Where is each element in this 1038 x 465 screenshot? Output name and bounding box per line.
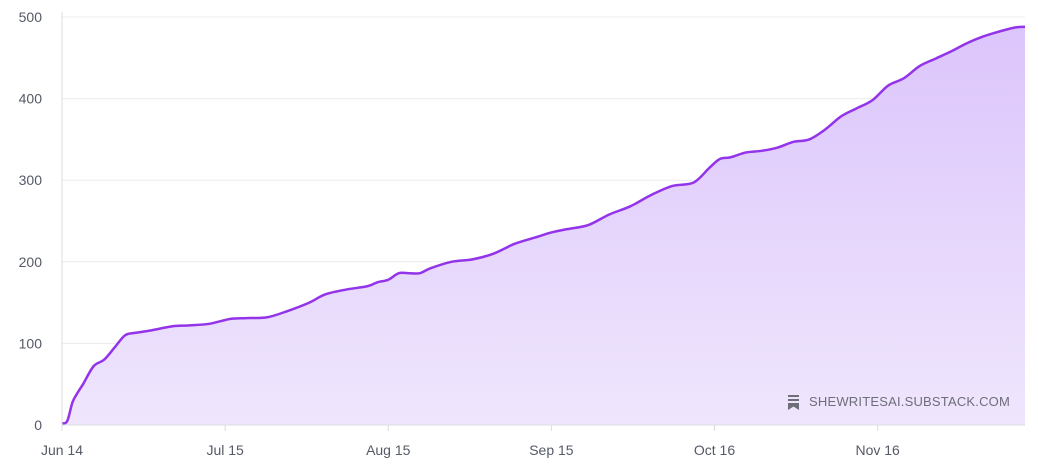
y-tick-label: 500 xyxy=(19,9,43,25)
series-area-fill xyxy=(62,26,1025,425)
y-tick-label: 400 xyxy=(19,91,43,107)
x-tick-label: Oct 16 xyxy=(694,442,735,458)
x-tick-label: Sep 15 xyxy=(529,442,574,458)
x-tick-label: Aug 15 xyxy=(366,442,411,458)
x-tick-label: Nov 16 xyxy=(855,442,900,458)
y-tick-label: 300 xyxy=(19,172,43,188)
series-line xyxy=(61,25,1026,425)
x-tick-label: Jun 14 xyxy=(41,442,83,458)
x-tick-label: Jul 15 xyxy=(206,442,244,458)
y-tick-label: 100 xyxy=(19,335,43,351)
y-tick-label: 0 xyxy=(34,417,42,433)
x-axis-ticks: Jun 14 Jul 15 Aug 15 Sep 15 Oct 16 Nov 16 xyxy=(41,425,900,458)
axes xyxy=(61,12,1025,426)
y-axis-ticks: 0 100 200 300 400 500 xyxy=(19,9,43,433)
y-tick-label: 200 xyxy=(19,254,43,270)
watermark: SHEWRITESAI.SUBSTACK.COM xyxy=(788,394,1010,410)
bookmark-icon xyxy=(788,395,799,410)
watermark-text: SHEWRITESAI.SUBSTACK.COM xyxy=(809,394,1010,409)
series-area xyxy=(61,25,1026,425)
